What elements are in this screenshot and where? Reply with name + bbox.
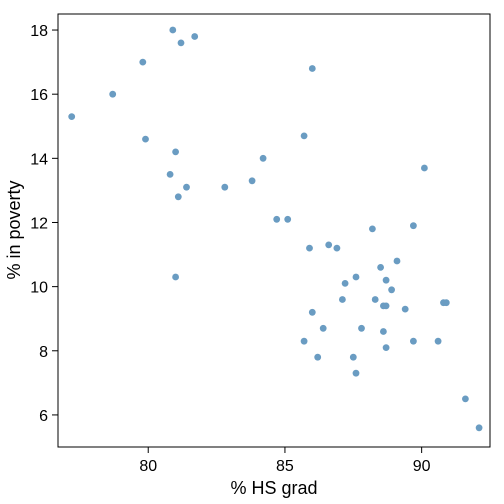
data-point (172, 148, 180, 156)
data-point (371, 296, 379, 303)
y-tick-label: 8 (39, 344, 48, 361)
data-point (434, 337, 442, 345)
x-tick-label: 80 (139, 458, 157, 475)
data-point (177, 39, 185, 47)
y-tick-label: 18 (30, 23, 48, 40)
data-point (380, 328, 387, 335)
data-point (339, 296, 346, 303)
data-point (174, 193, 182, 201)
data-point (358, 324, 365, 332)
data-point (308, 308, 316, 316)
data-point (352, 273, 360, 281)
y-tick-label: 10 (30, 280, 48, 297)
y-axis-label: % in poverty (4, 180, 24, 279)
data-point (393, 257, 401, 265)
data-point (139, 58, 147, 66)
data-point (475, 424, 483, 432)
data-point (442, 299, 450, 307)
data-point (462, 395, 469, 403)
y-tick-label: 16 (30, 87, 48, 104)
data-point (109, 90, 117, 98)
data-point (421, 164, 428, 172)
data-point (221, 183, 229, 191)
data-point (325, 241, 333, 249)
data-point (300, 132, 308, 140)
data-point (349, 353, 357, 361)
x-tick-label: 90 (413, 458, 431, 475)
data-point (172, 273, 180, 281)
data-point (382, 344, 390, 351)
data-point (382, 276, 390, 284)
data-point (142, 135, 149, 143)
data-point (169, 26, 177, 34)
data-point (300, 337, 308, 345)
data-point (284, 215, 292, 223)
data-point (183, 183, 190, 191)
y-tick-label: 6 (39, 408, 48, 425)
data-point (314, 353, 322, 361)
data-point (191, 33, 199, 40)
plot-frame (57, 13, 491, 448)
data-point (369, 225, 376, 233)
data-point (352, 369, 360, 377)
data-point (273, 215, 281, 223)
data-point (166, 171, 174, 178)
data-point (341, 280, 349, 287)
data-point (248, 177, 256, 185)
data-point (377, 264, 384, 271)
data-point (401, 305, 409, 313)
y-tick-label: 12 (30, 215, 48, 232)
data-point (259, 154, 267, 162)
data-point (333, 244, 341, 252)
data-point (308, 65, 316, 72)
data-point (410, 337, 417, 345)
y-axis-ticks: 6 8 10 12 14 16 18 (30, 23, 58, 425)
data-points (68, 26, 483, 432)
y-tick-label: 14 (30, 151, 48, 168)
x-axis-label: % HS grad (230, 478, 317, 498)
data-point (410, 222, 417, 230)
data-point (68, 113, 76, 120)
x-axis-ticks: 80 85 90 (139, 447, 431, 475)
data-point (388, 286, 395, 294)
data-point (306, 244, 313, 252)
x-tick-label: 85 (276, 458, 294, 475)
data-point (382, 302, 390, 310)
data-point (319, 324, 327, 332)
